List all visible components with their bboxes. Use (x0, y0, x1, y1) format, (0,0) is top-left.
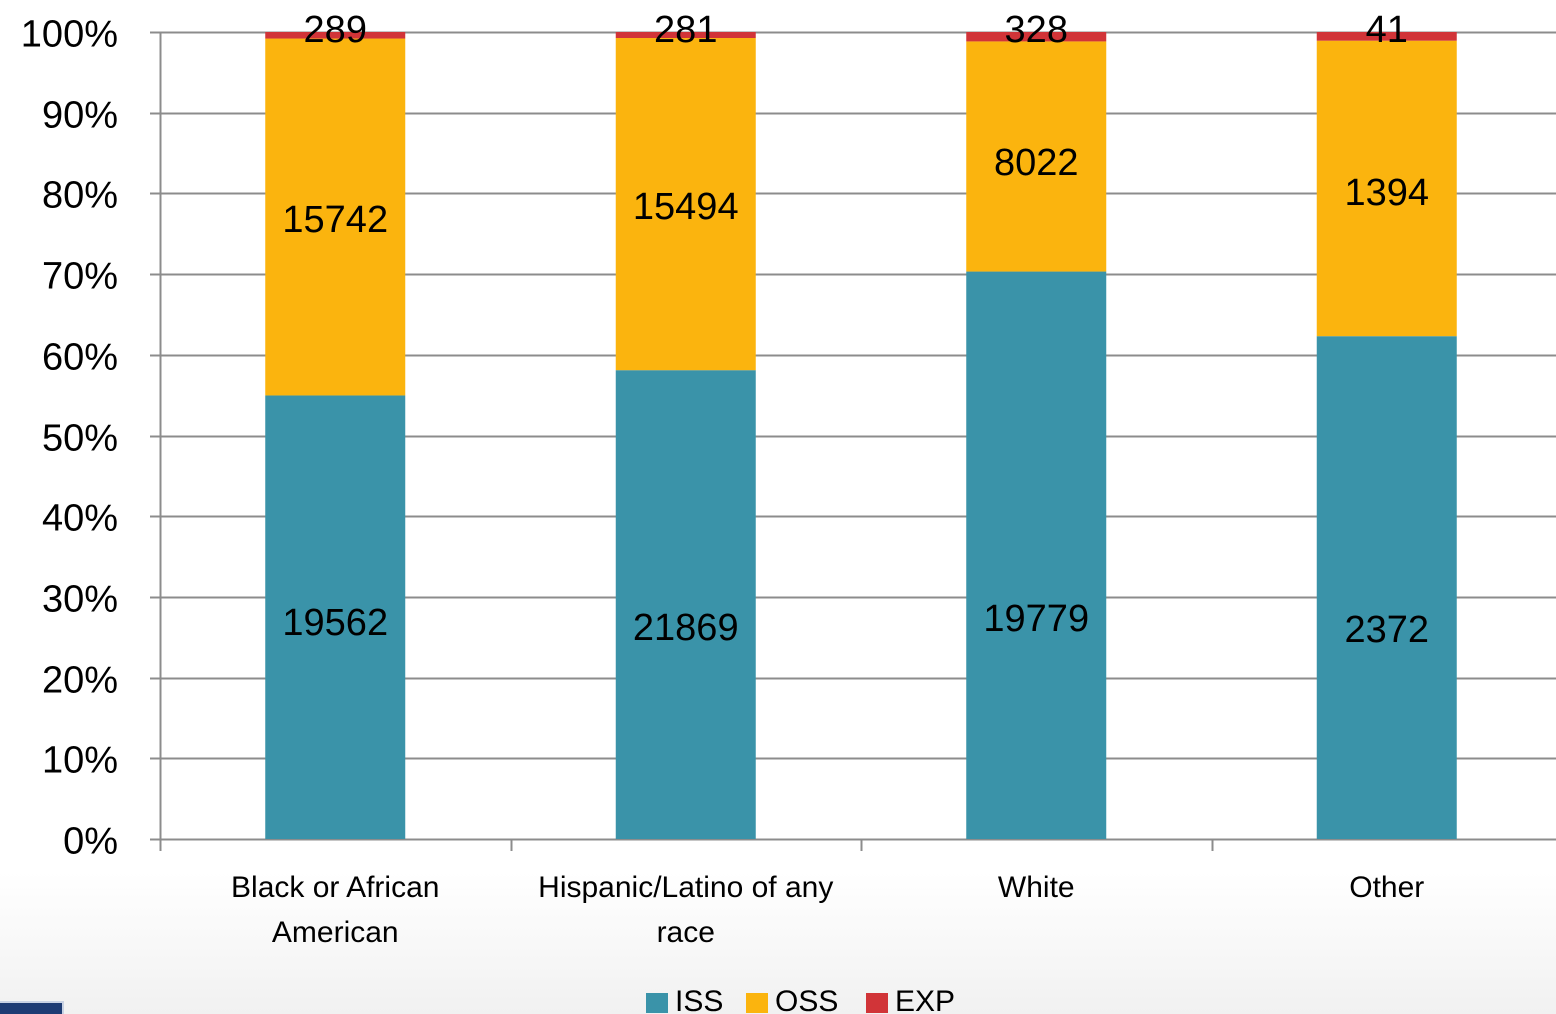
data-label-exp: 41 (1366, 9, 1408, 51)
legend-swatch-iss (646, 993, 668, 1013)
y-tick-label: 20% (42, 660, 118, 702)
data-label-oss: 8022 (994, 142, 1079, 184)
x-tick-label: Other (1349, 871, 1424, 904)
data-label-iss: 2372 (1344, 609, 1429, 651)
corner-logo (0, 1001, 64, 1014)
bar-iss-2 (615, 370, 756, 839)
bars (265, 32, 1457, 839)
data-label-oss: 15742 (282, 199, 388, 241)
data-label-exp: 289 (304, 9, 367, 51)
data-label-iss: 19562 (282, 602, 388, 644)
bar-oss-1 (265, 38, 406, 396)
bar-exp-2 (615, 32, 756, 39)
y-tick-label: 90% (42, 95, 118, 137)
bar-exp-4 (1316, 32, 1457, 41)
y-tick-label: 30% (42, 579, 118, 621)
legend-label-oss: OSS (775, 985, 838, 1014)
bar-iss-4 (1316, 336, 1457, 839)
y-tick-label: 0% (63, 821, 118, 863)
y-tick-label: 70% (42, 256, 118, 298)
bar-oss-3 (966, 41, 1107, 272)
y-tick-label: 100% (21, 14, 118, 56)
x-tick-label: Black or African American (231, 871, 439, 949)
bar-iss-1 (265, 395, 406, 839)
data-label-exp: 281 (654, 9, 717, 51)
y-axis: 0% 10% 20% 30% 40% 50% 60% 70% 80% 90% 100% (21, 14, 162, 863)
bar-oss-2 (615, 38, 756, 371)
y-tick-label: 50% (42, 418, 118, 460)
bar-iss-3 (966, 271, 1107, 839)
data-label-iss: 19779 (983, 598, 1089, 640)
y-tick-label: 80% (42, 175, 118, 217)
legend-swatch-exp (866, 993, 888, 1013)
x-tick-label: White (998, 871, 1075, 904)
data-label-oss: 1394 (1344, 172, 1429, 214)
x-tick-label: Hispanic/Latino of any race (538, 871, 833, 949)
legend-swatch-oss (746, 993, 768, 1013)
bar-exp-1 (265, 32, 406, 39)
data-label-iss: 21869 (633, 607, 739, 649)
y-tick-label: 40% (42, 498, 118, 540)
legend-label-exp: EXP (895, 985, 955, 1014)
y-tick-label: 60% (42, 337, 118, 379)
data-label-oss: 15494 (633, 186, 739, 228)
x-axis: Black or African American Hispanic/Latino … (159, 838, 1556, 949)
data-label-exp: 328 (1005, 9, 1068, 51)
bar-oss-4 (1316, 40, 1457, 337)
y-tick-label: 10% (42, 740, 118, 782)
legend: ISS OSS EXP (646, 985, 955, 1014)
legend-label-iss: ISS (675, 985, 723, 1014)
data-labels: 19562 15742 289 21869 15494 281 19779 8022 328 23… (282, 9, 1429, 651)
bar-exp-3 (966, 32, 1107, 42)
